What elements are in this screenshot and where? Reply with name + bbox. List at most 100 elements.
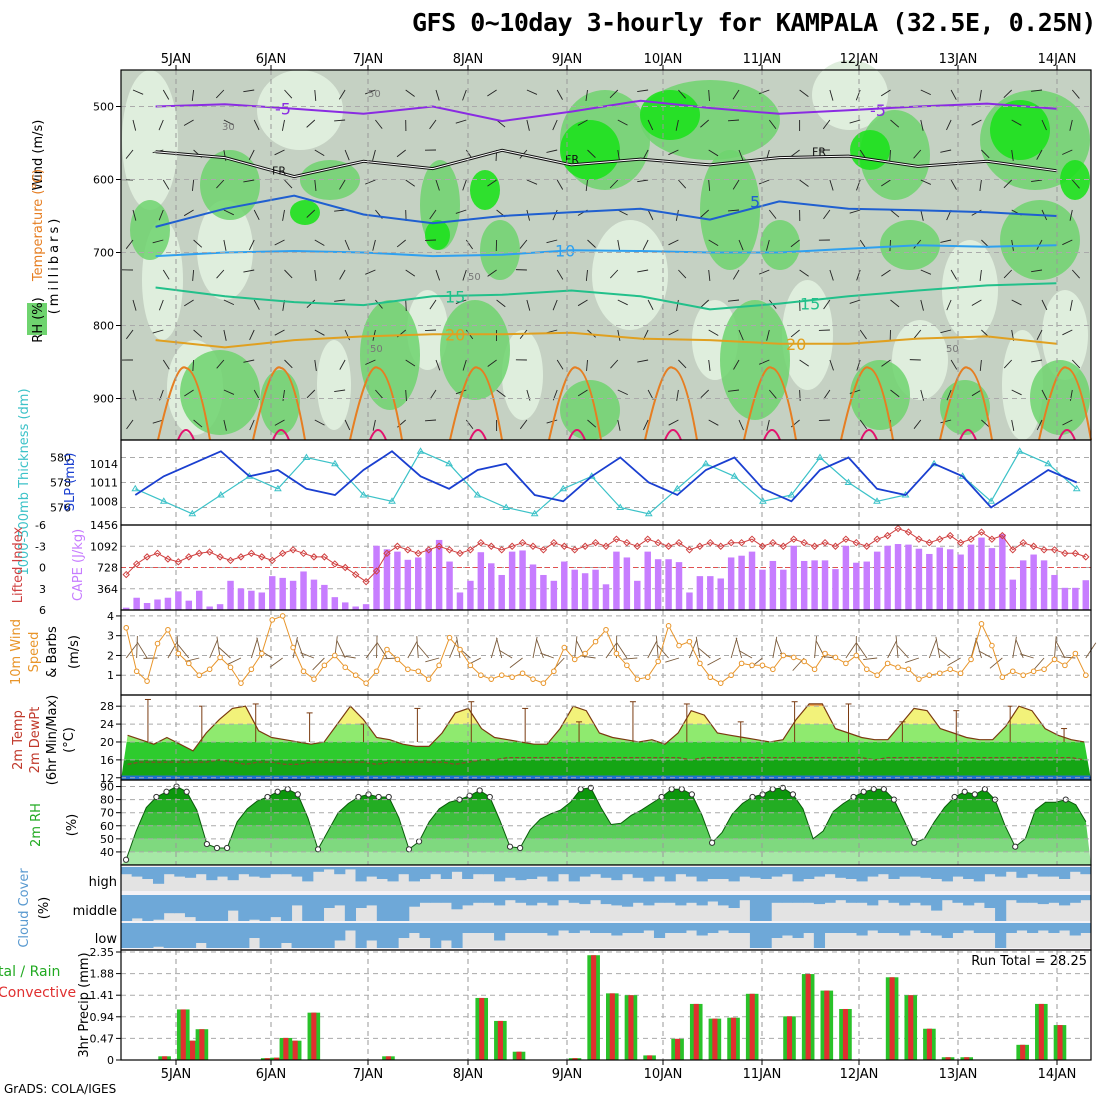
cloud-bar-high [696,867,708,882]
lifted-index-point [1040,546,1048,554]
upper-wind-barb [372,149,376,161]
cloud-ylabel-group: Cloud Cover (%) [17,868,52,948]
wind-speed-point [863,666,870,673]
wind-barb [209,639,218,659]
cloud-bar-high [195,867,207,875]
rh-point [294,791,301,798]
upper-wind-barb [223,299,235,306]
cloud-bar-middle [451,895,463,910]
upper-wind-barb [462,89,467,101]
upper-wind-barb [375,299,383,309]
upper-wind-barb [790,329,800,338]
wind-barb [540,652,555,659]
lifted-index-point [863,542,871,550]
precip-conv-bar [264,1058,270,1060]
cape-bar [342,602,349,610]
upper-wind-barb [334,389,346,392]
cloud-bar-middle [1016,895,1028,903]
upper-wind-barb [282,389,285,401]
upper-wind-barb [223,389,235,395]
cloud-bar-middle [334,895,346,906]
thickness-point [759,497,767,504]
isotherm-30 [568,429,586,441]
rh-point [203,840,210,848]
wind-speed-point [936,670,943,677]
lifted-index-point [132,560,141,568]
wind-barb [665,657,680,663]
upper-wind-barb [849,209,861,214]
upper-wind-barb [125,239,134,249]
thickness-point [188,509,197,517]
upper-wind-barb [890,209,900,218]
cloud-bar-low [174,923,186,948]
wind-speed-point [415,668,422,675]
wind-speed-point [530,676,536,682]
rh-point [749,793,756,801]
cape-bar [727,557,735,610]
wind-barb [863,657,878,660]
wind-speed-point [665,623,672,629]
cloud-bar-low [280,923,293,943]
upper-wind-barb [1011,389,1022,396]
wind-speed-point [332,652,338,659]
upper-wind-barb [738,239,744,251]
cape-bar [175,591,182,610]
precip-ytick: 1.88 [90,968,115,981]
wind-barb [928,638,937,659]
cape-bar [675,562,683,610]
cloud-bar-high [920,867,932,878]
precip-conv-bar [786,1016,793,1060]
wind-barb [136,636,138,659]
upper-wind-barb [1071,179,1080,189]
rh-ytick: 50 [100,833,114,846]
cloud-bar-low [142,923,154,948]
cloud-bar-low [472,923,484,933]
cloud-bar-low [749,923,762,948]
lifted-index-point [529,542,537,550]
wind-speed-point [1072,650,1079,657]
cloud-bar-high [643,867,655,882]
top-day-label: 10JAN [644,52,683,67]
wind-barb [1019,653,1034,659]
wind-speed-point [175,650,182,657]
isotherm-25 [644,366,698,441]
upper-wind-barb [132,89,144,95]
upper-wind-barb [733,359,740,370]
rh-moist-patch-0 [200,150,260,220]
wind-barb [532,636,538,659]
wind-speed-point [989,642,995,649]
upper-wind-barb [126,329,134,340]
cloud-bar-middle [387,895,399,921]
cloud-bar-high [163,867,175,875]
lifted-index-point [247,549,256,558]
cape-bar [1009,579,1017,610]
wind-speed-point [311,676,317,682]
cape-bar [164,597,172,610]
wind-barb [896,645,909,659]
cloud-bar-high [376,867,388,879]
isotherm-label: FR [812,146,826,159]
cloud-bar-high [142,867,154,879]
lifted-index-point [779,542,788,550]
upper-wind-barb [519,239,528,249]
thickness-point [274,484,282,492]
upper-wind-barb [314,419,325,426]
cloud-bar-high [653,867,666,877]
thick-ylabel-group: 1000-500mb Thickness (dm) SLP (mb) [17,388,78,575]
upper-wind-barb [981,149,990,159]
wind-speed-point [697,660,703,667]
upper-wind-barb [585,179,588,191]
upper-wind-barb [192,359,195,372]
upper-wind-barb [1031,269,1043,273]
wind-speed-point [926,672,933,679]
upper-wind-barb [1011,299,1022,306]
cloud-bar-low [867,923,879,931]
cloud-bar-high [462,867,474,879]
upper-wind-barb [314,239,325,246]
cape-bar [769,560,777,610]
upper-wind-barb [249,329,255,341]
upper-wind-barb [556,269,564,280]
upper-wind-barb [708,359,711,371]
lifted-index-point [351,570,360,579]
cloud-bar-middle [717,895,730,906]
